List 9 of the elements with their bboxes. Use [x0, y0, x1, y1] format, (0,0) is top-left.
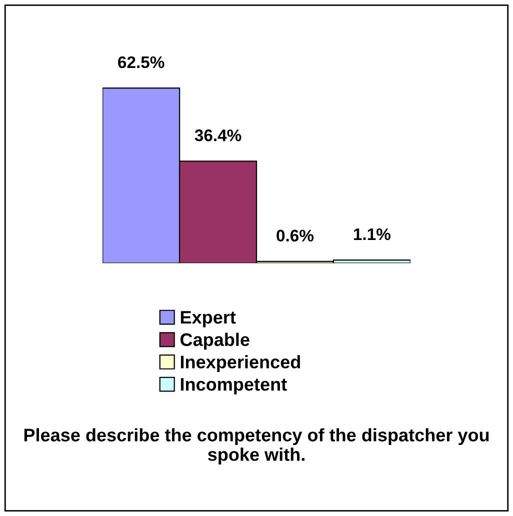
data-label: 62.5% — [118, 56, 164, 68]
data-label: 1.1% — [354, 228, 390, 240]
data-label: 0.6% — [276, 230, 314, 242]
text: Please describe the competency of the dispatcher you spoke with. — [24, 428, 489, 464]
legend-label: Inexperienced — [180, 355, 300, 372]
legend-label: Expert — [180, 311, 236, 328]
data-label: 36.4% — [194, 129, 242, 142]
legend-label: Incompetent — [180, 378, 287, 394]
legend-label: Capable — [180, 332, 250, 350]
